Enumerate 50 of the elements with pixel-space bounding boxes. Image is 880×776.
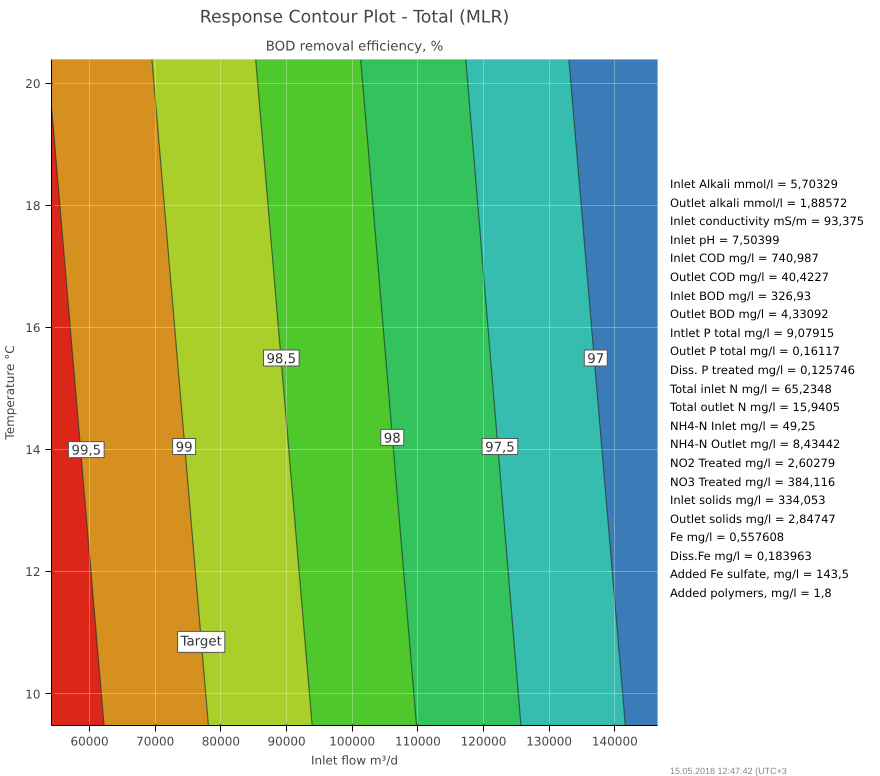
text: Total inlet N mg/l = 65,2348 <box>670 380 833 398</box>
text: Outlet COD mg/l = 40,4227 <box>670 268 830 286</box>
text: Added polymers, mg/l = 1,8 <box>670 585 833 602</box>
x-tick-label: 120000 <box>460 734 506 748</box>
text: Fe mg/l = 0,557608 <box>670 529 786 546</box>
x-tick-label: 80000 <box>202 734 240 748</box>
text: 15.05.2018 12:47:42 (UTC+3 <box>670 765 787 776</box>
text: NO3 Treated mg/l = 384,116 <box>670 474 836 490</box>
text: Outlet alkali mmol/l = 1,88572 <box>670 194 848 212</box>
y-tick-label: 16 <box>25 320 41 335</box>
text: Inlet BOD mg/l = 326,93 <box>670 288 812 305</box>
x-tick-label: 140000 <box>592 734 638 748</box>
text: Outlet BOD mg/l = 4,33092 <box>670 306 830 324</box>
annotation: 98 <box>384 431 401 446</box>
x-tick-label: 110000 <box>394 734 441 748</box>
x-tick-label: 100000 <box>329 734 376 748</box>
annotation: 97,5 <box>485 440 515 456</box>
annotation: Target <box>180 634 222 650</box>
x-axis-title: Inlet flow m³/d <box>310 754 398 768</box>
text: NO2 Treated mg/l = 2,60279 <box>670 454 836 472</box>
text: NH4-N Inlet mg/l = 49,25 <box>670 418 817 435</box>
text: Inlet solids mg/l = 334,053 <box>670 492 827 510</box>
x-tick-label: 90000 <box>267 734 306 748</box>
text: Inlet COD mg/l = 740,987 <box>670 250 820 268</box>
annotation: 99 <box>176 440 193 456</box>
text: Inlet pH = 7,50399 <box>670 232 781 249</box>
text: Outlet solids mg/l = 2,84747 <box>670 510 837 528</box>
text: Intlet P total mg/l = 9,07915 <box>670 324 836 342</box>
text: NH4-N Outlet mg/l = 8,43442 <box>670 436 842 454</box>
y-tick-label: 12 <box>25 565 41 580</box>
y-tick-label: 14 <box>25 443 41 458</box>
text: Diss. P treated mg/l = 0,125746 <box>670 362 856 379</box>
text: Diss.Fe mg/l = 0,183963 <box>670 548 813 565</box>
text: Added Fe sulfate, mg/l = 143,5 <box>670 566 850 584</box>
text: Outlet P total mg/l = 0,16117 <box>670 343 841 360</box>
text: Total outlet N mg/l = 15,9405 <box>670 399 842 416</box>
x-tick-label: 60000 <box>70 734 109 748</box>
y-tick-label: 20 <box>25 76 41 91</box>
chart-subtitle: BOD removal efficiency, % <box>266 40 444 54</box>
y-axis-title: Temperature °C <box>3 345 18 441</box>
chart-title: Response Contour Plot - Total (MLR) <box>200 8 510 28</box>
annotation: 98,5 <box>266 352 296 368</box>
y-tick-label: 10 <box>25 687 41 702</box>
text: Inlet conductivity mS/m = 93,375 <box>670 213 864 230</box>
y-tick-label: 18 <box>25 198 41 213</box>
x-tick-label: 130000 <box>526 734 572 748</box>
annotation: 99,5 <box>71 444 102 459</box>
annotation: 97 <box>587 352 604 368</box>
x-tick-label: 70000 <box>136 734 174 748</box>
text: Inlet Alkali mmol/l = 5,70329 <box>670 176 839 193</box>
